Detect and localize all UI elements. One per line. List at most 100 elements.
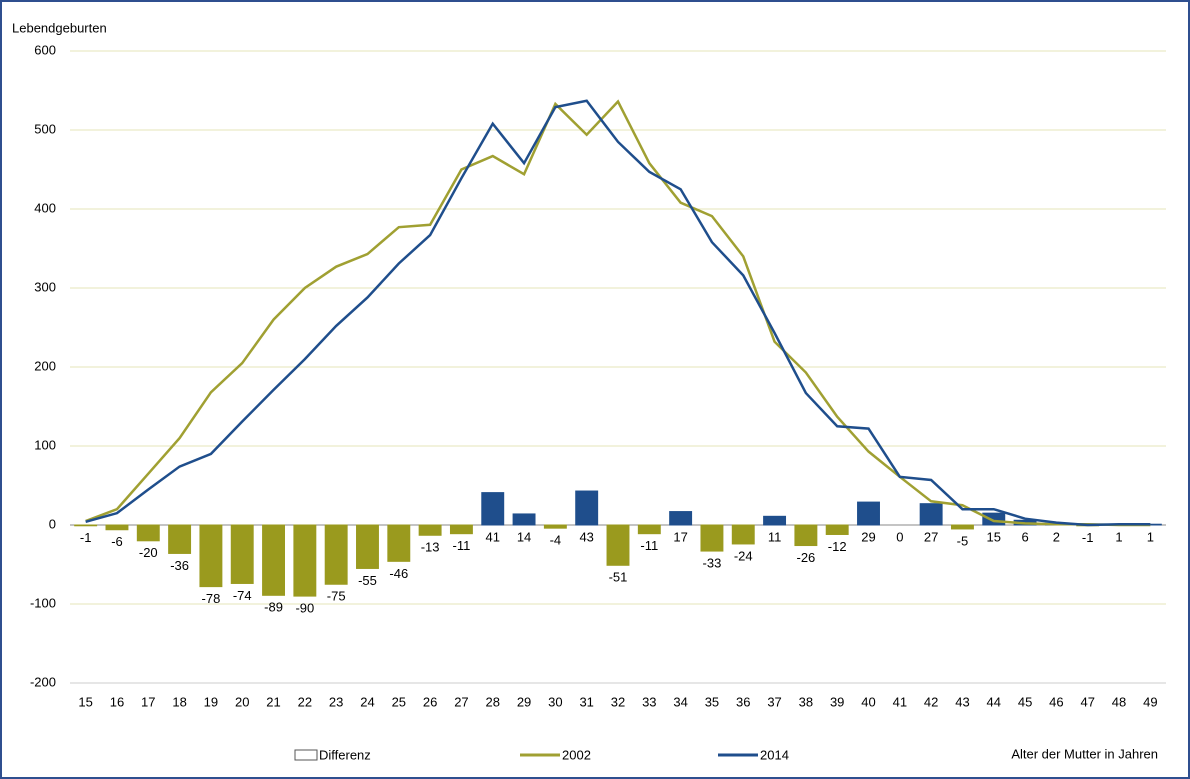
data-label: -75 [327,589,346,604]
x-tick-label: 19 [204,694,218,709]
bar [449,524,473,535]
data-label: -26 [796,550,815,565]
bar [700,524,724,552]
x-tick-label: 23 [329,694,343,709]
legend-label: 2014 [760,747,789,762]
x-tick-label: 21 [266,694,280,709]
x-tick-label: 38 [799,694,813,709]
bar [168,524,192,554]
x-tick-label: 40 [861,694,875,709]
data-label: 6 [1021,529,1028,544]
bar [230,524,254,584]
bar [387,524,411,562]
bar [324,524,348,585]
bar [763,515,787,526]
data-label: 29 [861,529,875,544]
x-tick-label: 39 [830,694,844,709]
data-label: -12 [828,539,847,554]
x-tick-label: 47 [1080,694,1094,709]
bar [543,524,567,529]
y-tick-label: 300 [34,279,56,294]
x-tick-label: 37 [767,694,781,709]
x-tick-label: 26 [423,694,437,709]
x-axis-title: Alter der Mutter in Jahren [1011,746,1158,761]
data-label: -1 [1082,530,1094,545]
y-tick-label: -100 [30,595,56,610]
bar [293,524,317,597]
data-label: -74 [233,588,252,603]
x-tick-label: 29 [517,694,531,709]
bar [105,524,129,531]
bar [825,524,849,535]
bar [356,524,379,569]
line [85,99,1151,527]
y-tick-label: 500 [34,121,56,136]
x-tick-label: 30 [548,694,562,709]
data-label: 11 [768,529,782,544]
x-tick-label: 20 [235,694,249,709]
data-label: -6 [111,534,123,549]
data-label: -5 [957,533,969,548]
bar [606,524,630,566]
x-tick-label: 24 [360,694,374,709]
bar [982,512,1006,526]
x-tick-label: 27 [454,694,468,709]
bar [919,503,943,526]
x-tick-label: 31 [579,694,593,709]
x-tick-label: 34 [673,694,687,709]
data-label: -24 [734,548,753,563]
data-label: 17 [673,529,687,544]
legend-label: 2002 [562,747,591,762]
data-label: 2 [1053,529,1060,544]
data-label: -11 [453,538,471,553]
data-label: -55 [358,573,377,588]
x-tick-label: 17 [141,694,155,709]
bar [512,513,536,526]
x-tick-label: 22 [298,694,312,709]
x-tick-label: 36 [736,694,750,709]
x-tick-label: 43 [955,694,969,709]
data-label: 14 [517,529,531,544]
bar [637,524,661,535]
bar [481,492,505,526]
x-tick-label: 46 [1049,694,1063,709]
bar [731,524,755,545]
y-tick-label: 200 [34,358,56,373]
data-label: -78 [202,591,221,606]
y-tick-label: 100 [34,437,56,452]
bar [950,524,974,530]
data-label: 1 [1147,529,1154,544]
data-label: 27 [924,529,938,544]
bar [575,490,599,526]
y-tick-label: 600 [34,42,56,57]
x-tick-label: 15 [78,694,92,709]
data-label: -1 [80,530,92,545]
x-tick-label: 42 [924,694,938,709]
x-tick-label: 32 [611,694,625,709]
x-tick-label: 33 [642,694,656,709]
data-label: -89 [264,600,283,615]
bar [669,511,693,526]
line [85,99,1151,527]
bar [74,524,98,527]
legend-swatch [294,749,318,761]
legend-label: Differenz [319,747,371,762]
x-tick-label: 41 [893,694,907,709]
data-label: 0 [896,529,903,544]
data-label: -33 [703,556,722,571]
data-label: -46 [389,566,408,581]
bar [794,524,818,547]
data-label: 41 [486,529,500,544]
y-tick-label: -200 [30,674,56,689]
x-tick-label: 49 [1143,694,1157,709]
bar [136,524,160,542]
bar [418,524,442,536]
y-axis-title: Lebendgeburten [12,20,107,35]
x-tick-label: 18 [172,694,186,709]
x-tick-label: 28 [486,694,500,709]
x-tick-label: 45 [1018,694,1032,709]
x-tick-label: 44 [987,694,1001,709]
data-label: -11 [640,538,658,553]
